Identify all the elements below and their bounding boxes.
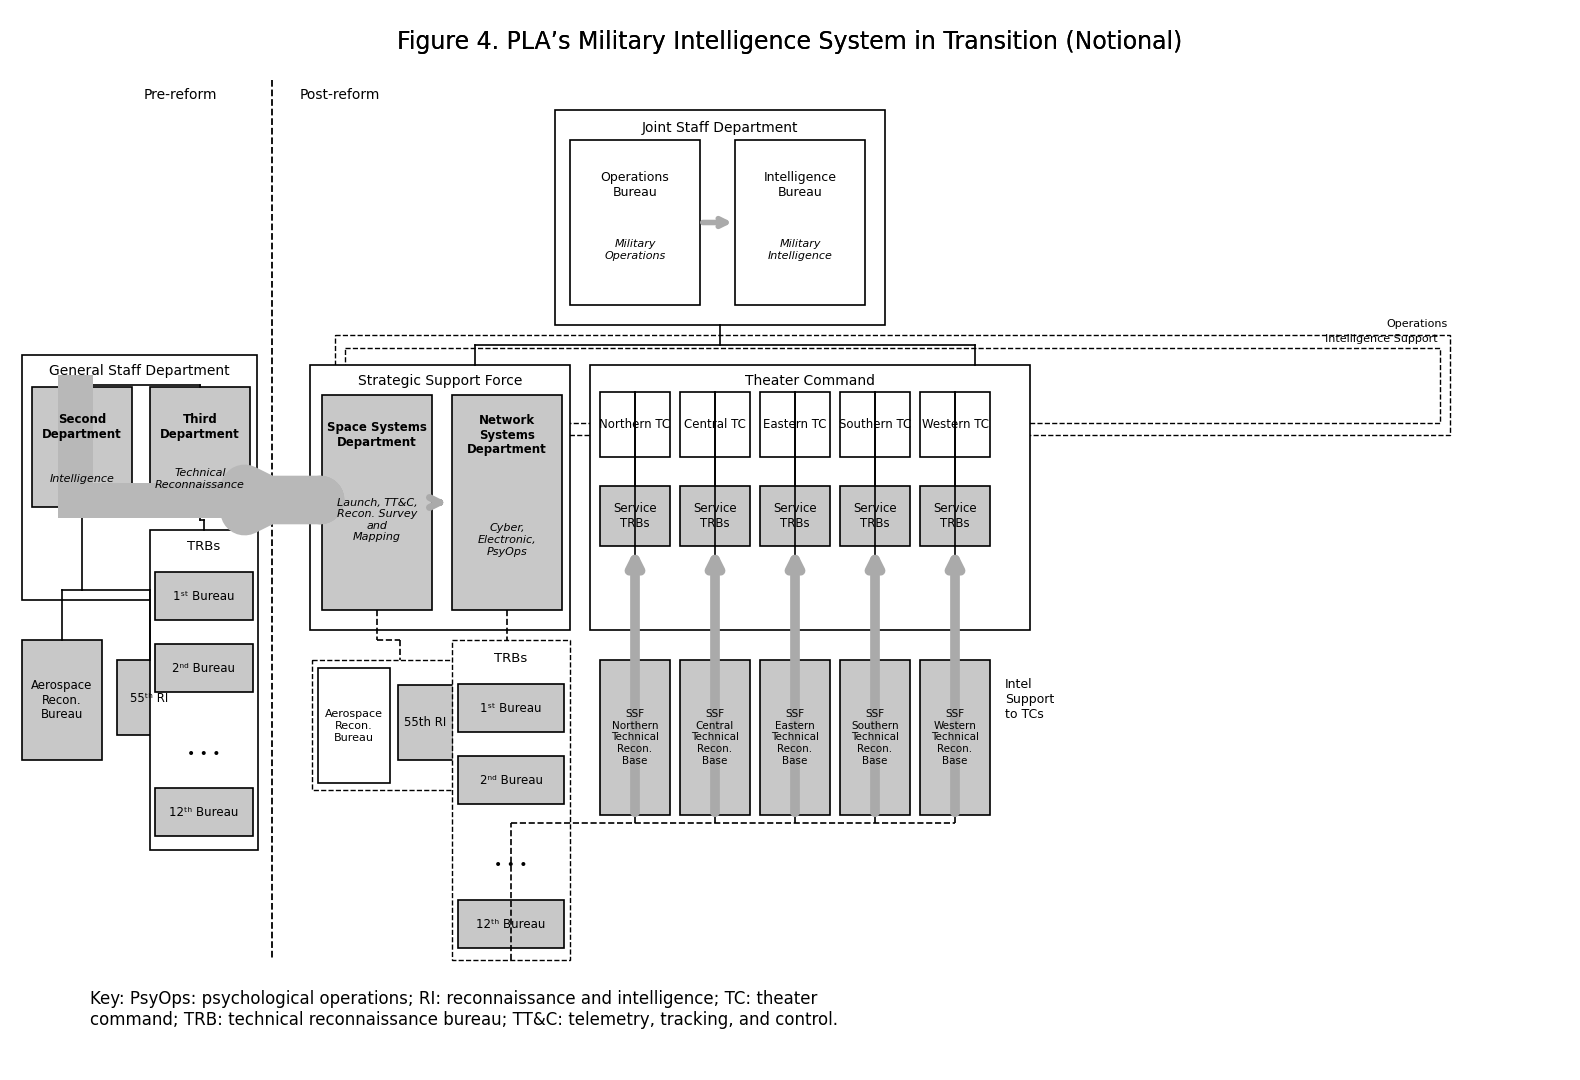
Text: Figure 4. PLA’s Military Intelligence System in Transition (Notional): Figure 4. PLA’s Military Intelligence Sy… — [398, 30, 1182, 54]
Text: Service
TRBs: Service TRBs — [613, 502, 657, 530]
Bar — [600, 486, 670, 546]
Bar — [841, 392, 910, 457]
Text: Central TC: Central TC — [684, 418, 746, 432]
Text: Third
Department: Third Department — [160, 413, 240, 441]
Text: Launch, TT&C,
Recon. Survey
and
Mapping: Launch, TT&C, Recon. Survey and Mapping — [337, 498, 417, 542]
Text: Space Systems
Department: Space Systems Department — [327, 421, 427, 449]
Bar — [452, 640, 570, 960]
Text: SSF
Northern
Technical
Recon.
Base: SSF Northern Technical Recon. Base — [611, 710, 659, 766]
Bar — [735, 140, 864, 305]
Text: Strategic Support Force: Strategic Support Force — [357, 374, 521, 388]
Bar — [555, 110, 885, 325]
Text: 2ⁿᵈ Bureau: 2ⁿᵈ Bureau — [172, 661, 235, 675]
Text: Pre-reform: Pre-reform — [144, 87, 216, 102]
Bar — [841, 660, 910, 815]
Bar — [22, 355, 258, 600]
Text: SSF
Western
Technical
Recon.
Base: SSF Western Technical Recon. Base — [931, 710, 980, 766]
Bar — [22, 640, 103, 760]
Text: Figure 4. PLA’s Military Intelligence System in Transition (Notional): Figure 4. PLA’s Military Intelligence Sy… — [398, 30, 1182, 54]
Bar — [344, 348, 1439, 423]
Bar — [117, 660, 182, 735]
Bar — [600, 660, 670, 815]
Text: • • •: • • • — [495, 858, 528, 872]
Bar — [600, 392, 670, 457]
Bar — [155, 788, 253, 836]
Bar — [150, 530, 258, 850]
Text: Intelligence
Bureau: Intelligence Bureau — [763, 171, 836, 199]
Text: Service
TRBs: Service TRBs — [853, 502, 897, 530]
Bar — [57, 483, 322, 517]
Bar — [679, 392, 750, 457]
Text: Intelligence Support: Intelligence Support — [1326, 334, 1438, 345]
Text: TRBs: TRBs — [495, 651, 528, 664]
Bar — [679, 486, 750, 546]
Bar — [155, 644, 253, 692]
Text: Cyber,
Electronic,
PsyOps: Cyber, Electronic, PsyOps — [477, 524, 536, 556]
Text: Eastern TC: Eastern TC — [763, 418, 826, 432]
Text: Post-reform: Post-reform — [300, 87, 381, 102]
Text: SSF
Central
Technical
Recon.
Base: SSF Central Technical Recon. Base — [690, 710, 739, 766]
Bar — [335, 335, 1450, 435]
Text: Operations: Operations — [1387, 319, 1447, 329]
Bar — [32, 387, 133, 507]
Bar — [760, 660, 830, 815]
Text: General Staff Department: General Staff Department — [49, 364, 229, 378]
Bar — [318, 669, 390, 783]
Text: Military
Intelligence: Military Intelligence — [768, 239, 833, 260]
Bar — [150, 387, 250, 507]
Bar — [760, 486, 830, 546]
Text: 55ᵗʰ RI: 55ᵗʰ RI — [131, 691, 169, 704]
Bar — [458, 684, 564, 732]
Text: Western TC: Western TC — [921, 418, 989, 432]
Text: 1ˢᵗ Bureau: 1ˢᵗ Bureau — [174, 590, 235, 603]
Text: Key: PsyOps: psychological operations; RI: reconnaissance and intelligence; TC: : Key: PsyOps: psychological operations; R… — [90, 990, 837, 1029]
Bar — [57, 375, 93, 500]
Text: SSF
Southern
Technical
Recon.
Base: SSF Southern Technical Recon. Base — [852, 710, 899, 766]
Bar — [458, 756, 564, 804]
Bar — [452, 395, 562, 610]
Text: Southern TC: Southern TC — [839, 418, 912, 432]
Text: Second
Department: Second Department — [43, 413, 122, 441]
Bar — [679, 660, 750, 815]
Text: Joint Staff Department: Joint Staff Department — [641, 121, 798, 135]
Text: Network
Systems
Department: Network Systems Department — [468, 414, 547, 457]
Text: Service
TRBs: Service TRBs — [694, 502, 736, 530]
Text: 12ᵗʰ Bureau: 12ᵗʰ Bureau — [169, 806, 239, 819]
Text: 12ᵗʰ Bureau: 12ᵗʰ Bureau — [476, 918, 545, 931]
Bar — [570, 140, 700, 305]
Bar — [841, 486, 910, 546]
Text: Service
TRBs: Service TRBs — [773, 502, 817, 530]
Text: 2ⁿᵈ Bureau: 2ⁿᵈ Bureau — [479, 773, 542, 786]
Bar — [398, 685, 453, 760]
Bar — [322, 395, 431, 610]
Text: Service
TRBs: Service TRBs — [934, 502, 976, 530]
Text: Aerospace
Recon.
Bureau: Aerospace Recon. Bureau — [32, 678, 93, 721]
Bar — [311, 660, 460, 789]
Bar — [155, 572, 253, 620]
Text: 55th RI: 55th RI — [404, 716, 447, 729]
Text: Intelligence: Intelligence — [49, 474, 114, 484]
Bar — [920, 486, 991, 546]
Text: Aerospace
Recon.
Bureau: Aerospace Recon. Bureau — [325, 710, 382, 743]
Text: • • •: • • • — [188, 747, 221, 761]
Text: Operations
Bureau: Operations Bureau — [600, 171, 670, 199]
Bar — [589, 365, 1030, 630]
Text: 1ˢᵗ Bureau: 1ˢᵗ Bureau — [480, 702, 542, 715]
Text: TRBs: TRBs — [188, 540, 221, 553]
Bar — [458, 900, 564, 948]
Text: Theater Command: Theater Command — [746, 374, 875, 388]
Text: Intel
Support
to TCs: Intel Support to TCs — [1005, 678, 1054, 721]
Text: Technical
Reconnaissance: Technical Reconnaissance — [155, 469, 245, 490]
Text: SSF
Eastern
Technical
Recon.
Base: SSF Eastern Technical Recon. Base — [771, 710, 818, 766]
Text: Military
Operations: Military Operations — [605, 239, 665, 260]
Bar — [310, 365, 570, 630]
Bar — [920, 660, 991, 815]
Text: Northern TC: Northern TC — [599, 418, 670, 432]
Bar — [920, 392, 991, 457]
Bar — [760, 392, 830, 457]
